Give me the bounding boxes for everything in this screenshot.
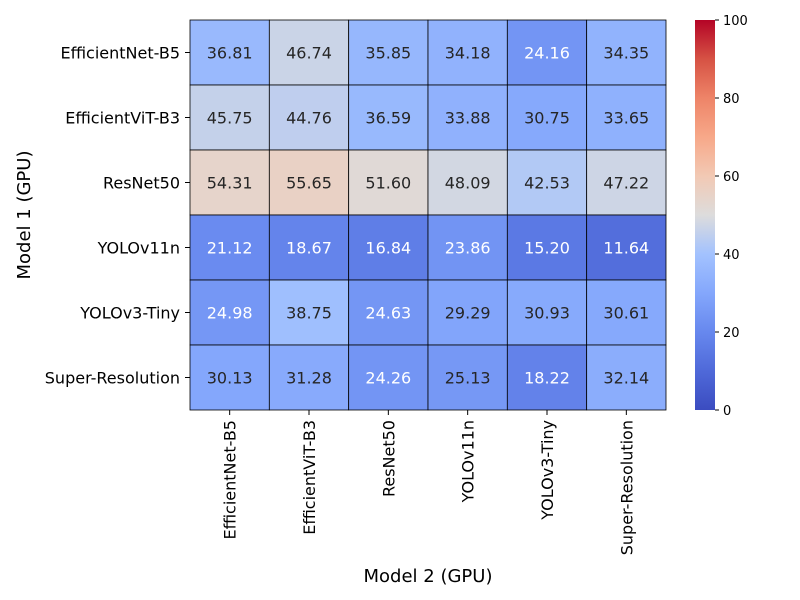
cell-value-label: 34.35 <box>603 44 649 63</box>
x-axis-label: Model 2 (GPU) <box>364 566 493 587</box>
colorbar-tick-label: 100 <box>723 14 748 29</box>
colorbar: 0 20 40 60 80 100 <box>695 14 748 419</box>
x-tick-label: EfficientViT-B3 <box>300 420 319 535</box>
heatmap-cell <box>268 19 350 86</box>
cell-value-label: 34.18 <box>445 44 491 63</box>
heatmap-cell <box>586 214 667 281</box>
cell-value-label: 54.31 <box>207 174 253 193</box>
cell-value-label: 36.59 <box>365 109 411 128</box>
cell-value-label: 11.64 <box>603 239 649 258</box>
colorbar-tick-label: 20 <box>723 326 740 341</box>
heatmap-cell <box>586 344 667 411</box>
heatmap-cell <box>189 214 270 281</box>
heatmap-cell <box>189 19 270 86</box>
colorbar-gradient <box>695 20 715 410</box>
cell-value-label: 29.29 <box>445 304 491 323</box>
cell-value-label: 33.65 <box>603 109 649 128</box>
y-tick-label: ResNet50 <box>103 174 180 193</box>
x-tick-label: Super-Resolution <box>617 420 636 555</box>
y-axis-label: Model 1 (GPU) <box>14 151 35 280</box>
cell-value-label: 25.13 <box>445 369 491 388</box>
cell-value-label: 21.12 <box>207 239 253 258</box>
cell-value-label: 24.98 <box>207 304 253 323</box>
cell-value-label: 55.65 <box>286 174 332 193</box>
cell-value-label: 18.67 <box>286 239 332 258</box>
x-tick-label: YOLOv3-Tiny <box>538 420 557 521</box>
cell-value-label: 16.84 <box>365 239 411 258</box>
heatmap-cell <box>506 344 588 411</box>
cell-value-label: 30.13 <box>207 369 253 388</box>
cell-value-label: 33.88 <box>445 109 491 128</box>
colorbar-tick-label: 0 <box>723 404 731 419</box>
cell-value-label: 24.16 <box>524 44 570 63</box>
cell-value-label: 47.22 <box>603 174 649 193</box>
colorbar-tick-label: 80 <box>723 92 740 107</box>
heatmap-cell <box>586 19 667 86</box>
heatmap-cell <box>348 149 429 216</box>
heatmap-cell <box>268 149 350 216</box>
cell-value-label: 31.28 <box>286 369 332 388</box>
y-tick-label: EfficientViT-B3 <box>65 109 180 128</box>
heatmap-cell <box>427 84 508 151</box>
heatmap-cell <box>189 344 270 411</box>
cell-value-label: 15.20 <box>524 239 570 258</box>
cell-value-label: 30.93 <box>524 304 570 323</box>
cell-value-label: 24.26 <box>365 369 411 388</box>
heatmap-cell <box>506 279 588 346</box>
heatmap-cell <box>427 19 508 86</box>
cell-value-label: 32.14 <box>603 369 649 388</box>
heatmap-cell <box>506 19 588 86</box>
heatmap-cell <box>427 279 508 346</box>
heatmap-cell <box>189 279 270 346</box>
heatmap-cell <box>427 214 508 281</box>
heatmap-cell <box>189 149 270 216</box>
cell-value-label: 44.76 <box>286 109 332 128</box>
cell-value-label: 18.22 <box>524 369 570 388</box>
cell-value-label: 30.75 <box>524 109 570 128</box>
x-tick-labels: EfficientNet-B5 EfficientViT-B3 ResNet50 YO… <box>221 410 636 555</box>
cell-value-label: 48.09 <box>445 174 491 193</box>
cell-value-label: 35.85 <box>365 44 411 63</box>
cell-value-label: 24.63 <box>365 304 411 323</box>
cell-value-label: 36.81 <box>207 44 253 63</box>
cell-value-label: 30.61 <box>603 304 649 323</box>
heatmap-cell <box>268 214 350 281</box>
cell-value-label: 23.86 <box>445 239 491 258</box>
cell-value-label: 42.53 <box>524 174 570 193</box>
colorbar-tick-label: 60 <box>723 170 740 185</box>
colorbar-tick-label: 40 <box>723 248 740 263</box>
cell-value-label: 45.75 <box>207 109 253 128</box>
y-tick-labels: EfficientNet-B5 EfficientViT-B3 ResNet50 YO… <box>45 44 190 388</box>
y-tick-label: EfficientNet-B5 <box>60 44 180 63</box>
heatmap-cell <box>506 214 588 281</box>
heatmap-cell <box>506 149 588 216</box>
cell-value-label: 38.75 <box>286 304 332 323</box>
cell-value-label: 46.74 <box>286 44 332 63</box>
heatmap-cells: 36.81 46.74 35.85 34.18 24.16 34.35 45.75 44.76… <box>189 19 667 411</box>
x-tick-label: EfficientNet-B5 <box>221 420 240 540</box>
heatmap-cell <box>586 84 667 151</box>
y-tick-label: YOLOv11n <box>97 239 180 258</box>
x-tick-label: YOLOv11n <box>459 420 478 503</box>
heatmap-cell <box>348 19 429 86</box>
heatmap-cell <box>348 279 429 346</box>
heatmap-cell <box>586 279 667 346</box>
y-tick-label: YOLOv3-Tiny <box>79 304 180 323</box>
cell-value-label: 51.60 <box>365 174 411 193</box>
x-tick-label: ResNet50 <box>379 420 398 497</box>
heatmap-cell <box>586 149 667 216</box>
heatmap-cell <box>348 214 429 281</box>
heatmap-cell <box>427 149 508 216</box>
heatmap-cell <box>268 84 350 151</box>
y-tick-label: Super-Resolution <box>45 369 180 388</box>
